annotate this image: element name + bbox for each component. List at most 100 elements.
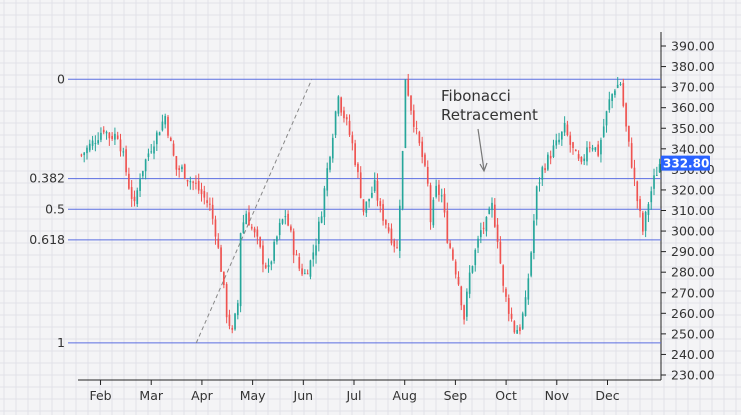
candle-body [223,271,225,286]
candle-body [183,164,186,179]
candle-body [206,200,208,204]
candle-body [317,221,320,244]
candle-body [153,146,155,154]
candle-body [572,142,574,148]
y-tick-label: 230.00 [671,368,715,383]
candle-body [97,140,99,144]
candle-body [214,219,217,237]
y-tick-label: 360.00 [671,100,715,115]
candle-body [211,204,214,219]
candle-body [655,174,658,176]
candle-body [371,192,373,198]
candle-body [424,154,426,166]
candle-body [594,147,597,151]
candle-body [412,110,415,127]
candle-body [502,265,505,286]
candle-body [236,303,239,316]
candle-body [164,115,167,125]
x-tick-label: Sep [444,388,468,403]
candle-body [443,193,446,213]
candle-body [245,213,248,225]
candle-body [415,128,418,130]
candle-body [326,168,329,191]
candle-body [298,257,301,269]
x-tick-label: Aug [392,388,416,403]
candle-body [608,99,611,110]
candle-body [91,140,94,146]
candle-body [622,83,625,106]
candle-body [142,170,144,177]
candle-body [479,230,482,238]
candle-body [379,201,382,206]
candle-body [94,143,97,145]
candle-body [438,184,440,195]
candle-body [390,228,393,244]
candle-body [136,190,139,205]
x-tick-label: Jul [345,388,361,403]
candle-body [432,199,435,226]
candle-body [158,132,161,136]
candle-body [385,219,387,225]
candle-body [496,224,499,242]
x-tick-label: May [240,388,266,403]
fib-level-label: 0.382 [29,171,65,186]
candle-body [114,133,116,140]
candle-body [359,172,362,198]
candle-body [295,254,298,256]
candle-body [329,156,331,170]
candle-body [373,180,376,192]
candle-body [253,228,256,233]
candle-body [150,151,153,153]
candle-body [248,212,250,226]
candle-body [541,167,544,180]
candle-body [488,208,491,214]
candle-body [577,154,580,159]
candle-body [80,154,83,156]
candle-body [555,140,558,146]
candle-body [396,247,398,249]
last-price-label: 332.80 [663,157,709,171]
candle-body [474,249,477,266]
candle-body [312,252,315,260]
y-tick-label: 300.00 [671,224,715,239]
candle-body [105,131,108,134]
candle-body [382,204,384,221]
candle-body [320,216,323,223]
x-tick-label: Nov [545,388,570,403]
candle-body [119,139,122,152]
annotation-arrow-head [479,162,488,173]
candle-body [209,203,211,205]
candle-body [625,103,627,127]
y-tick-label: 280.00 [671,265,715,280]
candle-body [574,149,577,152]
candle-body [393,240,396,247]
candle-body [309,260,312,277]
y-tick-label: 240.00 [671,347,715,362]
y-tick-label: 340.00 [671,141,715,156]
x-tick-label: Dec [595,388,619,403]
candle-body [86,147,88,154]
candle-body [278,222,281,236]
x-tick-label: Jun [293,388,314,403]
candle-body [647,204,650,215]
candle-body [642,212,644,232]
annotation-arrow-shaft [477,128,485,171]
candle-body [591,147,594,150]
candle-body [189,181,192,183]
candle-body [446,210,449,243]
candle-body [521,313,524,329]
candle-body [192,181,194,183]
fib-level-label: 0.618 [29,232,65,247]
candle-body [217,238,220,248]
candle-body [513,321,516,333]
candle-body [259,237,262,247]
candle-body [633,167,636,179]
retracement-trend-line [195,79,313,344]
y-tick-label: 380.00 [671,59,715,74]
candle-body [452,249,454,260]
candle-body [365,201,368,213]
candle-body [460,286,463,306]
candle-body [337,96,340,114]
